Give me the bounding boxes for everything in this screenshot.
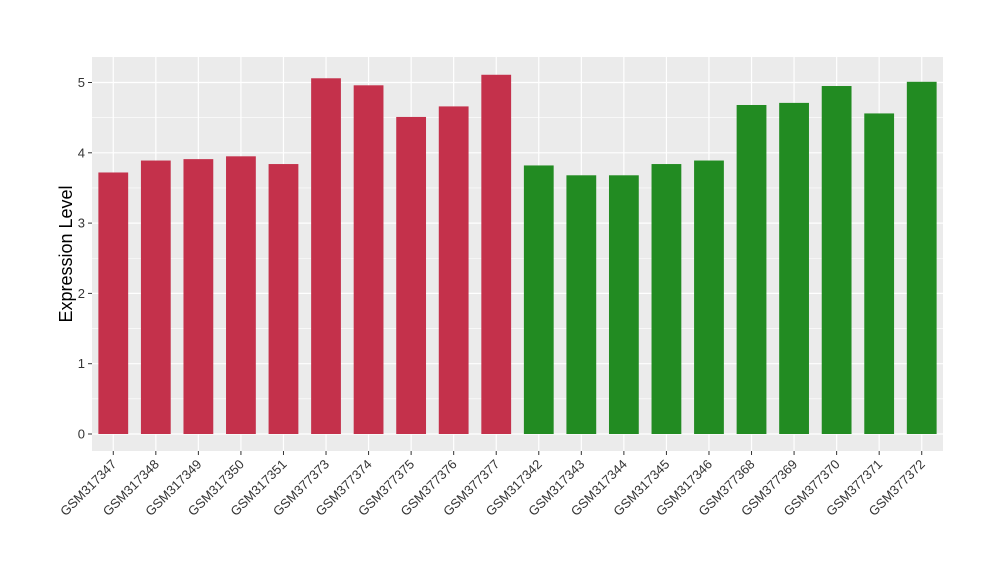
bar-GSM377377: [481, 74, 512, 434]
y-tick-label: 1: [78, 356, 85, 371]
bar-GSM377368: [736, 104, 767, 434]
bar-GSM377371: [864, 113, 895, 434]
bar-GSM377369: [779, 102, 809, 435]
bar-GSM377370: [821, 86, 852, 434]
plot-panel: [92, 57, 943, 451]
y-tick-label: 3: [78, 216, 85, 231]
bar-GSM377374: [353, 85, 384, 434]
bar-GSM317346: [694, 160, 724, 434]
y-tick-label: 4: [78, 145, 85, 160]
bar-GSM377375: [396, 116, 427, 435]
bar-GSM317343: [566, 175, 597, 434]
bar-GSM317347: [98, 172, 129, 434]
bar-GSM317348: [140, 160, 171, 434]
y-tick-label: 0: [78, 427, 85, 442]
bar-GSM377376: [438, 106, 469, 434]
bar-GSM317345: [651, 164, 682, 434]
bar-GSM317349: [183, 159, 214, 434]
bar-GSM317351: [268, 164, 299, 434]
bar-GSM317350: [226, 156, 256, 434]
bar-GSM377372: [906, 81, 937, 434]
y-tick-label: 5: [78, 75, 85, 90]
x-axis: GSM317347GSM317348GSM317349GSM317350GSM3…: [57, 451, 928, 519]
bar-GSM317342: [523, 165, 554, 435]
bar-GSM377373: [311, 78, 341, 435]
y-axis: 0 1 2 3 4 5: [78, 75, 92, 442]
y-tick-label: 2: [78, 286, 85, 301]
y-axis-title: Expression Level: [56, 185, 76, 322]
bar-GSM317344: [608, 175, 639, 434]
bars: [98, 74, 937, 435]
